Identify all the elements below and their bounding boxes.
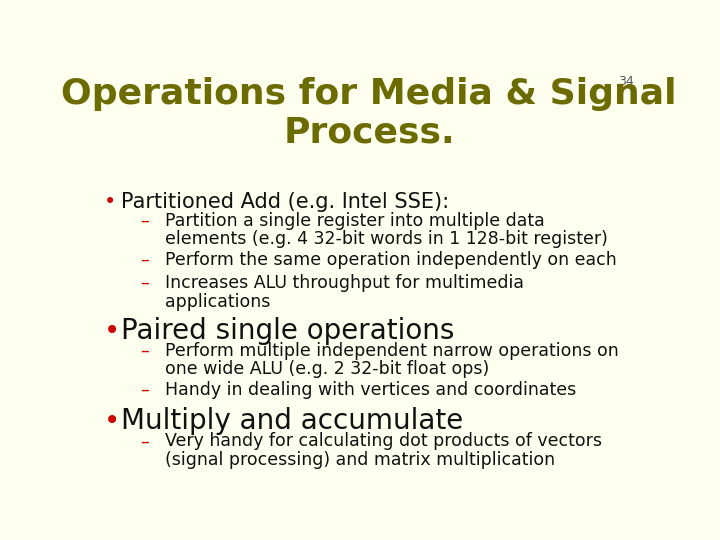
Text: –: – bbox=[140, 342, 149, 360]
Text: Partition a single register into multiple data: Partition a single register into multipl… bbox=[166, 212, 545, 230]
Text: –: – bbox=[140, 381, 149, 399]
Text: Perform multiple independent narrow operations on: Perform multiple independent narrow oper… bbox=[166, 342, 619, 360]
Text: –: – bbox=[140, 212, 149, 230]
Text: –: – bbox=[140, 274, 149, 292]
Text: •: • bbox=[104, 407, 120, 435]
Text: (signal processing) and matrix multiplication: (signal processing) and matrix multiplic… bbox=[166, 451, 555, 469]
Text: Perform the same operation independently on each: Perform the same operation independently… bbox=[166, 251, 617, 269]
Text: •: • bbox=[104, 192, 116, 212]
Text: Partitioned Add (e.g. Intel SSE):: Partitioned Add (e.g. Intel SSE): bbox=[121, 192, 449, 212]
Text: –: – bbox=[140, 433, 149, 450]
Text: •: • bbox=[104, 317, 120, 345]
Text: Multiply and accumulate: Multiply and accumulate bbox=[121, 407, 463, 435]
Text: Handy in dealing with vertices and coordinates: Handy in dealing with vertices and coord… bbox=[166, 381, 577, 399]
Text: 34: 34 bbox=[618, 75, 634, 88]
Text: Very handy for calculating dot products of vectors: Very handy for calculating dot products … bbox=[166, 433, 603, 450]
Text: Increases ALU throughput for multimedia: Increases ALU throughput for multimedia bbox=[166, 274, 524, 292]
Text: elements (e.g. 4 32-bit words in 1 128-bit register): elements (e.g. 4 32-bit words in 1 128-b… bbox=[166, 231, 608, 248]
Text: Operations for Media & Signal
Process.: Operations for Media & Signal Process. bbox=[61, 77, 677, 150]
Text: Paired single operations: Paired single operations bbox=[121, 317, 454, 345]
Text: –: – bbox=[140, 251, 149, 269]
Text: applications: applications bbox=[166, 293, 271, 310]
Text: one wide ALU (e.g. 2 32-bit float ops): one wide ALU (e.g. 2 32-bit float ops) bbox=[166, 361, 490, 379]
